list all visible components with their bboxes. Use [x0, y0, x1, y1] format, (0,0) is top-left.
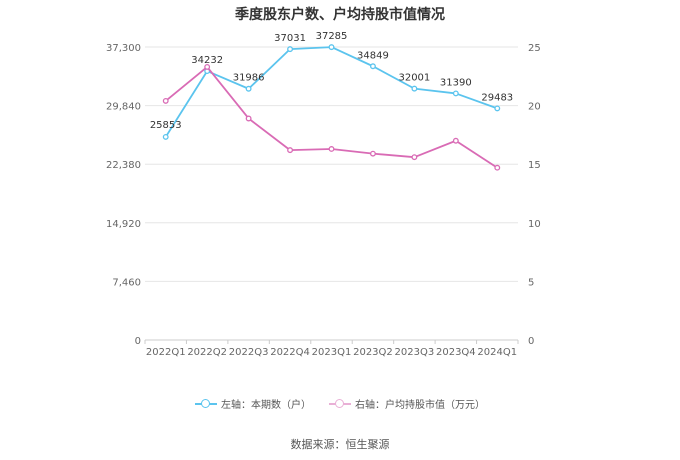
data-point-left	[369, 63, 376, 70]
data-label: 31390	[440, 77, 472, 88]
data-label: 32001	[398, 73, 430, 84]
x-tick-label: 2023Q2	[353, 347, 393, 358]
data-label: 25853	[150, 120, 182, 131]
legend: 左轴：本期数（户） 右轴：户均持股市值（万元）	[0, 396, 680, 411]
y-right-tick-label: 0	[528, 336, 534, 347]
data-point-left	[411, 85, 418, 92]
y-left-tick-label: 37,300	[106, 43, 141, 54]
data-point-left	[245, 85, 252, 92]
x-tick-label: 2024Q1	[477, 347, 517, 358]
legend-left-label: 左轴：本期数（户）	[221, 400, 311, 411]
y-right-tick-label: 20	[528, 102, 541, 113]
y-right-tick-label: 5	[528, 277, 534, 288]
y-left-tick-label: 29,840	[106, 102, 141, 113]
x-tick-label: 2023Q4	[436, 347, 476, 358]
x-tick-label: 2022Q2	[187, 347, 227, 358]
data-point-left	[452, 90, 459, 97]
x-tick-label: 2023Q3	[395, 347, 435, 358]
gridlines	[145, 46, 518, 341]
y-right-tick-label: 25	[528, 43, 541, 54]
x-tick-label: 2022Q4	[270, 347, 310, 358]
y-left-tick-label: 0	[135, 336, 141, 347]
data-point-left	[328, 44, 335, 51]
data-label: 37031	[274, 33, 306, 44]
x-tick-label: 2022Q3	[229, 347, 269, 358]
data-point-left	[287, 46, 294, 53]
data-point-right	[328, 146, 335, 152]
x-tick-label: 2023Q1	[312, 347, 352, 358]
data-point-right	[245, 115, 252, 122]
data-point-right	[287, 147, 294, 154]
x-tick-label: 2022Q1	[146, 347, 186, 358]
data-point-right	[204, 63, 211, 70]
data-point-right	[411, 154, 418, 161]
data-label: 29483	[481, 92, 513, 103]
data-label: 34232	[191, 55, 223, 66]
data-point-left	[494, 105, 501, 112]
series-layer	[162, 44, 501, 171]
legend-item-left[interactable]: 左轴：本期数（户）	[195, 396, 311, 411]
y-left-tick-label: 22,380	[106, 160, 141, 171]
y-right-tick-label: 15	[528, 160, 541, 171]
data-labels: 25853 34232 31986 37031 37285 34849 32001 31390…	[150, 31, 513, 131]
data-label: 37285	[316, 31, 348, 42]
legend-right-marker	[329, 398, 351, 410]
y-left-tick-label: 7,460	[112, 277, 141, 288]
legend-right-label: 右轴：户均持股市值（万元）	[355, 400, 485, 411]
y-right-tick-label: 10	[528, 219, 541, 230]
y-left-tick-label: 14,920	[106, 219, 141, 230]
data-source: 数据来源：恒生聚源	[290, 438, 390, 451]
legend-item-right[interactable]: 右轴：户均持股市值（万元）	[329, 396, 485, 411]
data-point-left	[162, 133, 169, 140]
chart-title: 季度股东户数、户均持股市值情况	[235, 7, 445, 23]
axes: 0 7,460 14,920 22,380 29,840 37,300 0 5 10 15 20 25…	[106, 43, 541, 358]
data-point-right	[369, 150, 376, 157]
data-point-right	[494, 164, 501, 171]
legend-left-marker	[195, 398, 217, 410]
data-label: 34849	[357, 50, 389, 61]
data-label: 31986	[233, 73, 265, 84]
data-point-right	[452, 137, 459, 144]
data-point-right	[162, 97, 169, 104]
